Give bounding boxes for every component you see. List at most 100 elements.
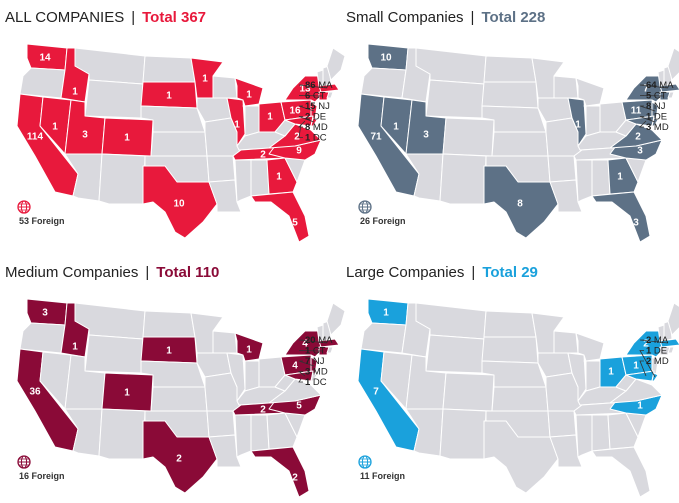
state-wi — [553, 75, 579, 99]
state-wy — [425, 79, 485, 119]
callout-leader-de — [298, 116, 315, 123]
state-count-ut: 3 — [423, 130, 429, 141]
state-wy — [84, 334, 144, 374]
state-count-nc: 3 — [637, 146, 643, 157]
globe-icon — [17, 455, 31, 469]
state-count-sd: 1 — [166, 91, 172, 102]
panel-name: Large Companies — [346, 264, 465, 281]
state-in — [583, 105, 601, 137]
callout-de: 2 DE — [305, 112, 326, 123]
state-tx — [142, 420, 218, 494]
callout-leader-ma — [639, 84, 669, 89]
foreign-label: 16 Foreign — [19, 471, 65, 481]
callout-leader-ma — [298, 339, 328, 344]
state-me — [667, 302, 679, 336]
state-count-nv: 1 — [393, 122, 399, 133]
title-separator: | — [145, 264, 150, 281]
foreign-count: 11 Foreign — [358, 455, 405, 481]
state-nm — [98, 153, 146, 205]
state-count-ga: 1 — [617, 172, 623, 183]
state-co — [442, 117, 495, 157]
callout-md: 3 MD — [305, 367, 328, 378]
state-count-fl: 2 — [292, 473, 298, 484]
state-count-sd: 1 — [166, 346, 172, 357]
state-nd — [483, 310, 537, 338]
callout-ct: 5 CT — [646, 91, 667, 102]
state-co — [442, 372, 495, 412]
state-count-id: 1 — [72, 87, 78, 98]
state-fl — [591, 446, 651, 498]
state-me — [326, 47, 346, 81]
state-wi — [553, 330, 579, 354]
panel-title: ALL COMPANIES | Total 367 — [5, 8, 206, 28]
title-separator: | — [470, 9, 475, 26]
state-count-tx: 10 — [173, 199, 185, 210]
state-la — [549, 434, 583, 468]
state-la — [208, 179, 242, 213]
state-count-mi: 1 — [246, 90, 252, 101]
state-or — [360, 67, 407, 99]
panel-total: Total 110 — [156, 264, 220, 281]
state-ks — [150, 386, 208, 412]
callout-md: 8 MD — [305, 122, 328, 133]
state-ri — [667, 346, 675, 354]
state-al — [591, 159, 611, 197]
state-count-ca: 114 — [27, 132, 44, 143]
state-ks — [491, 131, 549, 157]
callout-nj: 7 NJ — [305, 356, 325, 367]
state-count-nc: 1 — [637, 401, 643, 412]
state-mi — [575, 77, 605, 107]
state-count-wa: 10 — [380, 53, 392, 64]
callout-leader-nj — [298, 360, 315, 367]
callout-ma: 64 MA — [646, 80, 674, 91]
state-count-ca: 36 — [29, 387, 41, 398]
state-ma — [659, 338, 679, 348]
state-count-ut: 3 — [82, 130, 88, 141]
state-ri — [667, 91, 675, 99]
callout-leader-dc — [298, 378, 303, 383]
callout-ma: 2 MA — [646, 335, 669, 346]
callout-leader-md — [297, 371, 306, 377]
state-count-mn: 1 — [202, 74, 208, 85]
state-count-id: 1 — [72, 342, 78, 353]
state-ri — [326, 346, 334, 354]
state-count-oh: 1 — [267, 112, 273, 123]
callout-de: 1 DE — [646, 112, 667, 123]
panel-total: Total 29 — [482, 264, 538, 281]
state-fl — [250, 446, 310, 498]
state-count-il: 1 — [575, 120, 581, 131]
state-count-va: 2 — [294, 132, 300, 143]
state-ar — [206, 155, 236, 183]
state-ar — [547, 410, 577, 438]
state-nd — [142, 55, 196, 83]
state-count-tn: 2 — [260, 405, 266, 416]
state-count-pa: 4 — [292, 361, 298, 372]
state-nm — [439, 153, 487, 205]
callout-ct: 6 CT — [305, 91, 326, 102]
state-count-ga: 1 — [276, 172, 282, 183]
state-count-co: 1 — [124, 388, 130, 399]
state-ks — [150, 131, 208, 157]
state-nm — [98, 408, 146, 460]
callout-nj: 15 NJ — [305, 101, 330, 112]
state-ks — [491, 386, 549, 412]
state-count-nc: 9 — [296, 146, 302, 157]
state-fl — [250, 191, 310, 243]
state-or — [19, 322, 66, 354]
callout-leader-ct — [639, 95, 665, 97]
state-count-pa: 11 — [631, 106, 642, 117]
callout-leader-ma — [298, 84, 328, 89]
callout-leader-ct — [298, 350, 324, 352]
state-count-fl: 5 — [292, 218, 298, 229]
state-al — [250, 414, 270, 452]
state-count-il: 1 — [234, 120, 240, 131]
callout-leader-md — [298, 120, 306, 128]
state-count-pa: 1 — [633, 361, 639, 372]
state-tx — [483, 420, 559, 494]
foreign-label: 11 Foreign — [360, 471, 406, 481]
state-sd — [481, 81, 539, 109]
callout-dc: 1 DC — [305, 377, 327, 388]
panel-small-companies: Small Companies | Total 228 10 71 1 3 8 1 7 11 2 3 1… — [346, 8, 679, 248]
state-count-ny: 2 — [643, 339, 649, 350]
